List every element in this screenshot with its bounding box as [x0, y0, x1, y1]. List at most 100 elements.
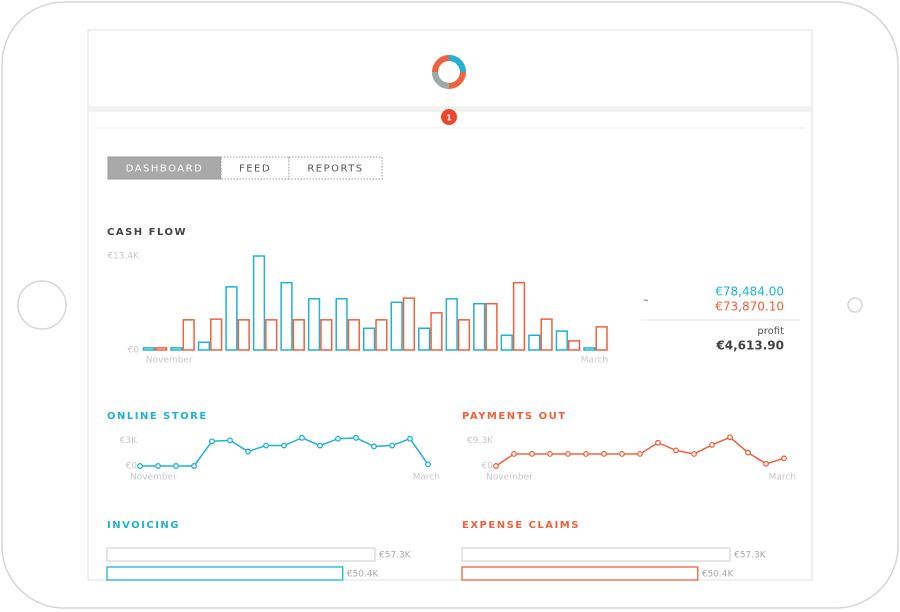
tab-label: REPORTS — [307, 164, 363, 175]
point — [763, 460, 769, 467]
point — [655, 439, 661, 446]
summary-dash: – — [643, 293, 649, 306]
point — [727, 434, 733, 441]
bar — [155, 347, 168, 351]
bar — [485, 302, 498, 351]
chart-title: CASH FLOW — [107, 227, 187, 238]
tab[interactable] — [288, 156, 383, 180]
point — [227, 437, 233, 444]
bar — [320, 319, 333, 351]
point — [745, 449, 751, 456]
bar — [362, 327, 376, 351]
value-label: €50.4K — [702, 570, 735, 580]
badge-count: 1 — [446, 114, 452, 123]
point — [493, 463, 499, 469]
bar — [512, 281, 526, 351]
bar — [210, 318, 223, 351]
tab-bar: DASHBOARD FEED REPORTS — [107, 156, 383, 180]
header-shadow — [89, 106, 811, 112]
point — [673, 447, 679, 454]
point — [191, 463, 197, 469]
bar — [252, 255, 266, 351]
bar — [237, 319, 250, 351]
bar — [292, 319, 305, 351]
bar — [555, 330, 568, 351]
bar — [106, 547, 376, 562]
home-button[interactable] — [17, 280, 67, 330]
point — [529, 451, 535, 457]
bar — [567, 340, 581, 351]
point — [245, 448, 251, 455]
point — [425, 461, 431, 468]
bar — [445, 298, 458, 351]
point — [317, 442, 323, 449]
point — [619, 451, 625, 457]
x-tick-label: November — [486, 473, 533, 483]
bar — [500, 334, 513, 351]
bar — [457, 319, 471, 351]
bar — [182, 319, 195, 351]
point — [209, 438, 215, 445]
point — [299, 434, 305, 441]
value-label: €57.3K — [734, 551, 767, 561]
x-tick-label: November — [130, 473, 177, 483]
bar — [335, 298, 348, 351]
y-tick-label: €0 — [482, 462, 494, 472]
point — [547, 451, 553, 457]
profit-label: profit — [757, 326, 784, 337]
y-tick-label: €3K — [120, 436, 138, 446]
y-tick-label: €0 — [128, 346, 140, 356]
point — [691, 451, 697, 457]
bar — [418, 327, 431, 351]
point — [281, 442, 287, 449]
point — [709, 441, 715, 448]
summary-out: €73,870.10 — [715, 300, 784, 314]
y-tick-label: €9.3K — [467, 436, 494, 446]
point — [263, 442, 269, 449]
bar — [473, 302, 486, 351]
bar — [583, 347, 596, 351]
bar — [430, 312, 443, 351]
logo-arc — [432, 71, 450, 89]
bar — [540, 318, 553, 351]
bar — [528, 334, 541, 351]
logo[interactable] — [432, 55, 466, 89]
y-tick-label: €13.4K — [107, 252, 140, 262]
x-tick-label: November — [146, 356, 193, 366]
point — [583, 451, 589, 457]
bar — [347, 319, 360, 351]
bar — [280, 281, 293, 351]
x-tick-label: March — [581, 356, 608, 366]
chart-title: EXPENSE CLAIMS — [462, 520, 580, 531]
bar — [265, 319, 278, 351]
x-tick-label: March — [413, 473, 440, 483]
y-tick-label: €0 — [126, 462, 138, 472]
point — [511, 451, 517, 457]
badge[interactable] — [441, 109, 457, 125]
point — [407, 435, 413, 442]
bar — [390, 301, 403, 351]
point — [781, 455, 787, 462]
chart-title: PAYMENTS OUT — [462, 411, 567, 422]
point — [601, 451, 607, 457]
bar — [142, 347, 156, 351]
logo-arc — [448, 55, 466, 73]
value-label: €50.4K — [347, 570, 380, 580]
x-tick-label: March — [769, 473, 796, 483]
bar — [461, 566, 699, 581]
point — [173, 463, 179, 469]
point — [389, 442, 395, 449]
bar — [197, 341, 211, 351]
chart-title: INVOICING — [107, 520, 180, 531]
tab-label: FEED — [239, 164, 271, 175]
point — [565, 451, 571, 457]
point — [335, 435, 341, 442]
bar — [595, 326, 608, 351]
bar — [375, 319, 388, 351]
bar — [106, 566, 344, 581]
camera — [847, 297, 863, 313]
point — [371, 443, 377, 450]
point — [137, 463, 143, 469]
bar — [402, 297, 416, 351]
